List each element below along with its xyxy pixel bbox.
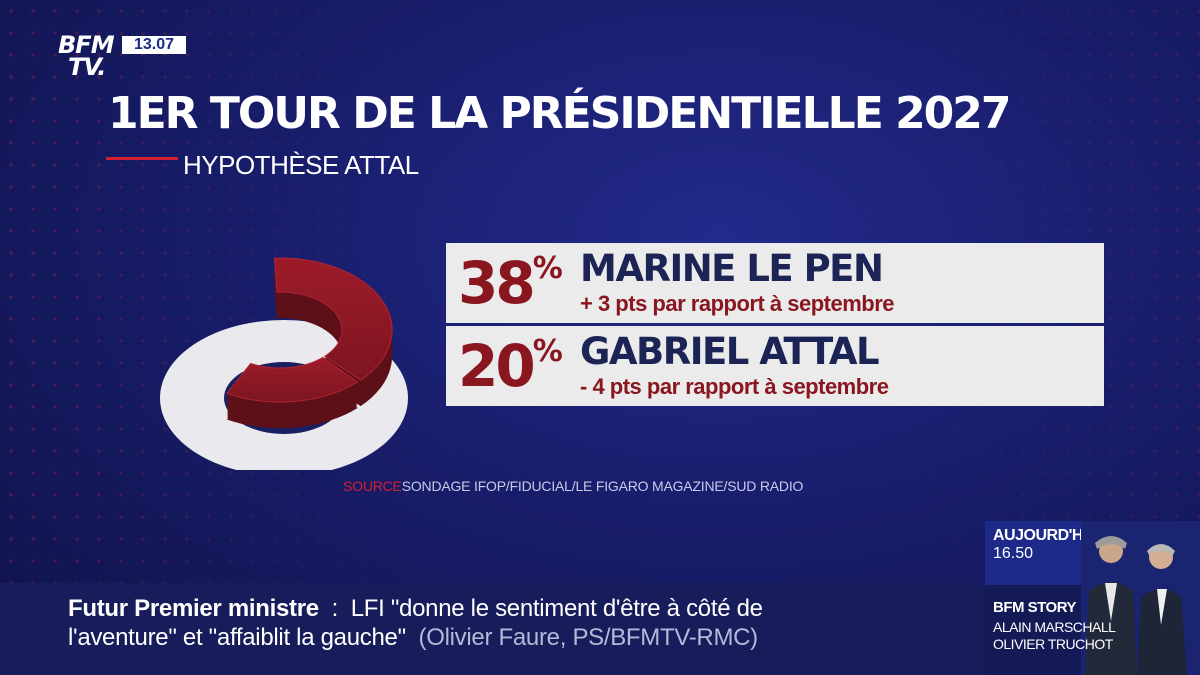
- today-label: AUJOURD'HUI: [993, 527, 1098, 544]
- subtitle-accent-line: [106, 157, 178, 160]
- change-vs-september: - 4 pts par rapport à septembre: [580, 374, 889, 399]
- candidate-name: MARINE LE PEN: [580, 247, 884, 290]
- percentage-value: 20%: [458, 330, 563, 402]
- percent-symbol: %: [532, 251, 563, 286]
- ticker-line-1: Futur Premier ministre : LFI "donne le s…: [68, 595, 763, 623]
- source-text: SONDAGE IFOP/FIDUCIAL/LE FIGARO MAGAZINE…: [401, 478, 804, 494]
- ticker-topic: Futur Premier ministre: [68, 595, 319, 622]
- donut-slice-marine-le-pen: [273, 257, 393, 381]
- ticker-headline-1: LFI "donne le sentiment d'être à côté de: [350, 595, 763, 622]
- candidate-row-gabriel-attal: 20% GABRIEL ATTAL - 4 pts par rapport à …: [446, 326, 1104, 406]
- source-credit: SOURCESONDAGE IFOP/FIDUCIAL/LE FIGARO MA…: [343, 478, 803, 494]
- clock-badge: 13.07: [122, 36, 186, 54]
- program-name: BFM STORY: [993, 599, 1077, 616]
- percentage-number: 20: [458, 332, 536, 400]
- candidate-name: GABRIEL ATTAL: [580, 330, 880, 373]
- ticker-source: (Olivier Faure, PS/BFMTV-RMC): [418, 624, 759, 651]
- ticker-separator: :: [331, 595, 339, 622]
- ticker-line-2: l'aventure" et "affaiblit la gauche" (Ol…: [68, 624, 758, 652]
- channel-logo: BFM TV.: [58, 31, 115, 81]
- host-name-2: OLIVIER TRUCHOT: [993, 636, 1113, 652]
- percent-symbol: %: [532, 334, 563, 369]
- change-vs-september: + 3 pts par rapport à septembre: [580, 291, 895, 316]
- graphic-subtitle: HYPOTHÈSE ATTAL: [183, 150, 419, 180]
- program-panel: AUJOURD'HUI 16.50 BFM STORY ALAIN MARSCH…: [985, 521, 1200, 675]
- news-ticker: Futur Premier ministre : LFI "donne le s…: [0, 583, 985, 675]
- percentage-number: 38: [458, 249, 536, 317]
- ticker-headline-2: l'aventure" et "affaiblit la gauche": [68, 624, 406, 651]
- source-label: SOURCE: [343, 478, 402, 494]
- host-name-1: ALAIN MARSCHALL: [993, 619, 1116, 635]
- logo-line-2: TV.: [68, 53, 106, 81]
- donut-slice-gabriel-attal: [226, 356, 359, 403]
- percentage-value: 38%: [458, 247, 563, 319]
- hosts-photo: [1081, 521, 1200, 675]
- donut-chart: [160, 257, 408, 470]
- program-time: 16.50: [993, 545, 1034, 562]
- logo-line-1: BFM: [58, 31, 115, 59]
- graphic-title: 1ER TOUR DE LA PRÉSIDENTIELLE 2027: [108, 88, 1012, 139]
- candidate-row-marine-le-pen: 38% MARINE LE PEN + 3 pts par rapport à …: [446, 243, 1104, 323]
